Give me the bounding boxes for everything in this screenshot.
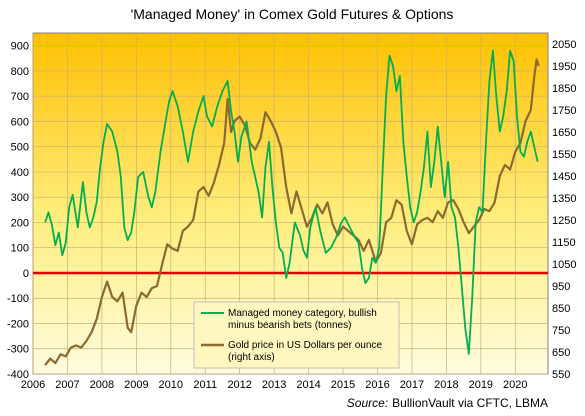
right-axis-tick-label: 1550 bbox=[552, 149, 576, 161]
x-tick-label: 2016 bbox=[365, 379, 389, 391]
left-axis-tick-label: -400 bbox=[7, 369, 29, 381]
legend-label-managed-money-line1: Managed money category, bullish bbox=[228, 308, 377, 319]
right-axis-tick-label: 2050 bbox=[552, 39, 576, 51]
x-tick-label: 2006 bbox=[21, 379, 45, 391]
left-axis-tick-label: 300 bbox=[11, 192, 29, 204]
right-axis-tick-label: 750 bbox=[552, 325, 570, 337]
x-tick-label: 2007 bbox=[55, 379, 79, 391]
right-axis-tick-label: 1150 bbox=[552, 237, 576, 249]
x-tick-label: 2010 bbox=[159, 379, 183, 391]
source-text: BullionVault via CFTC, LBMA bbox=[392, 396, 548, 410]
legend: Managed money category, bullish minus be… bbox=[193, 301, 400, 369]
right-axis-ticks: 2050 1950 1850 1750 1650 1550 1450 1350 1250 1150… bbox=[552, 39, 576, 381]
left-axis-tick-label: -200 bbox=[7, 318, 29, 330]
left-axis-tick-label: 200 bbox=[11, 217, 29, 229]
right-axis-tick-label: 1450 bbox=[552, 171, 576, 183]
legend-label-managed-money-line2: minus bearish bets (tonnes) bbox=[228, 320, 351, 331]
right-axis-tick-label: 650 bbox=[552, 347, 570, 359]
right-axis-tick-label: 1850 bbox=[552, 83, 576, 95]
left-axis-tick-label: 400 bbox=[11, 167, 29, 179]
left-axis-tick-label: 800 bbox=[11, 66, 29, 78]
left-axis-tick-label: 700 bbox=[11, 91, 29, 103]
right-axis-tick-label: 1750 bbox=[552, 105, 576, 117]
legend-label-gold-price-line1: Gold price in US Dollars per ounce bbox=[228, 340, 382, 351]
x-tick-label: 2011 bbox=[193, 379, 217, 391]
legend-box bbox=[193, 301, 400, 369]
x-tick-label: 2019 bbox=[469, 379, 493, 391]
x-tick-label: 2020 bbox=[503, 379, 527, 391]
x-tick-label: 2014 bbox=[296, 379, 320, 391]
left-axis-tick-label: 0 bbox=[23, 268, 29, 280]
left-axis-tick-label: -300 bbox=[7, 344, 29, 356]
chart-title: 'Managed Money' in Comex Gold Futures & … bbox=[131, 6, 454, 22]
source-note: Source: BullionVault via CFTC, LBMA bbox=[347, 396, 548, 410]
x-tick-label: 2018 bbox=[434, 379, 458, 391]
x-tick-label: 2008 bbox=[90, 379, 114, 391]
right-axis-tick-label: 950 bbox=[552, 281, 570, 293]
right-axis-tick-label: 550 bbox=[552, 369, 570, 381]
left-axis-tick-label: 900 bbox=[11, 41, 29, 53]
right-axis-tick-label: 1350 bbox=[552, 193, 576, 205]
left-axis-tick-label: -100 bbox=[7, 293, 29, 305]
x-tick-label: 2012 bbox=[227, 379, 251, 391]
x-tick-label: 2013 bbox=[262, 379, 286, 391]
managed-money-series-line bbox=[44, 49, 539, 355]
left-axis-tick-label: 600 bbox=[11, 116, 29, 128]
gold-price-series-line bbox=[44, 58, 540, 366]
right-axis-tick-label: 1050 bbox=[552, 259, 576, 271]
right-axis-tick-label: 850 bbox=[552, 303, 570, 315]
source-label: Source: bbox=[347, 396, 388, 410]
x-tick-label: 2017 bbox=[400, 379, 424, 391]
left-axis-ticks: 900 800 700 600 500 400 300 200 100 0 -100 -200 -300… bbox=[7, 41, 29, 381]
right-axis-tick-label: 1950 bbox=[552, 61, 576, 73]
x-tick-label: 2015 bbox=[331, 379, 355, 391]
x-tick-label: 2009 bbox=[124, 379, 148, 391]
left-axis-tick-label: 100 bbox=[11, 243, 29, 255]
right-axis-tick-label: 1250 bbox=[552, 215, 576, 227]
left-axis-tick-label: 500 bbox=[11, 142, 29, 154]
x-axis-ticks: 2006 2007 2008 2009 2010 2011 2012 2013 2014 2015… bbox=[21, 379, 528, 391]
right-axis-tick-label: 1650 bbox=[552, 127, 576, 139]
legend-label-gold-price-line2: (right axis) bbox=[228, 352, 275, 363]
